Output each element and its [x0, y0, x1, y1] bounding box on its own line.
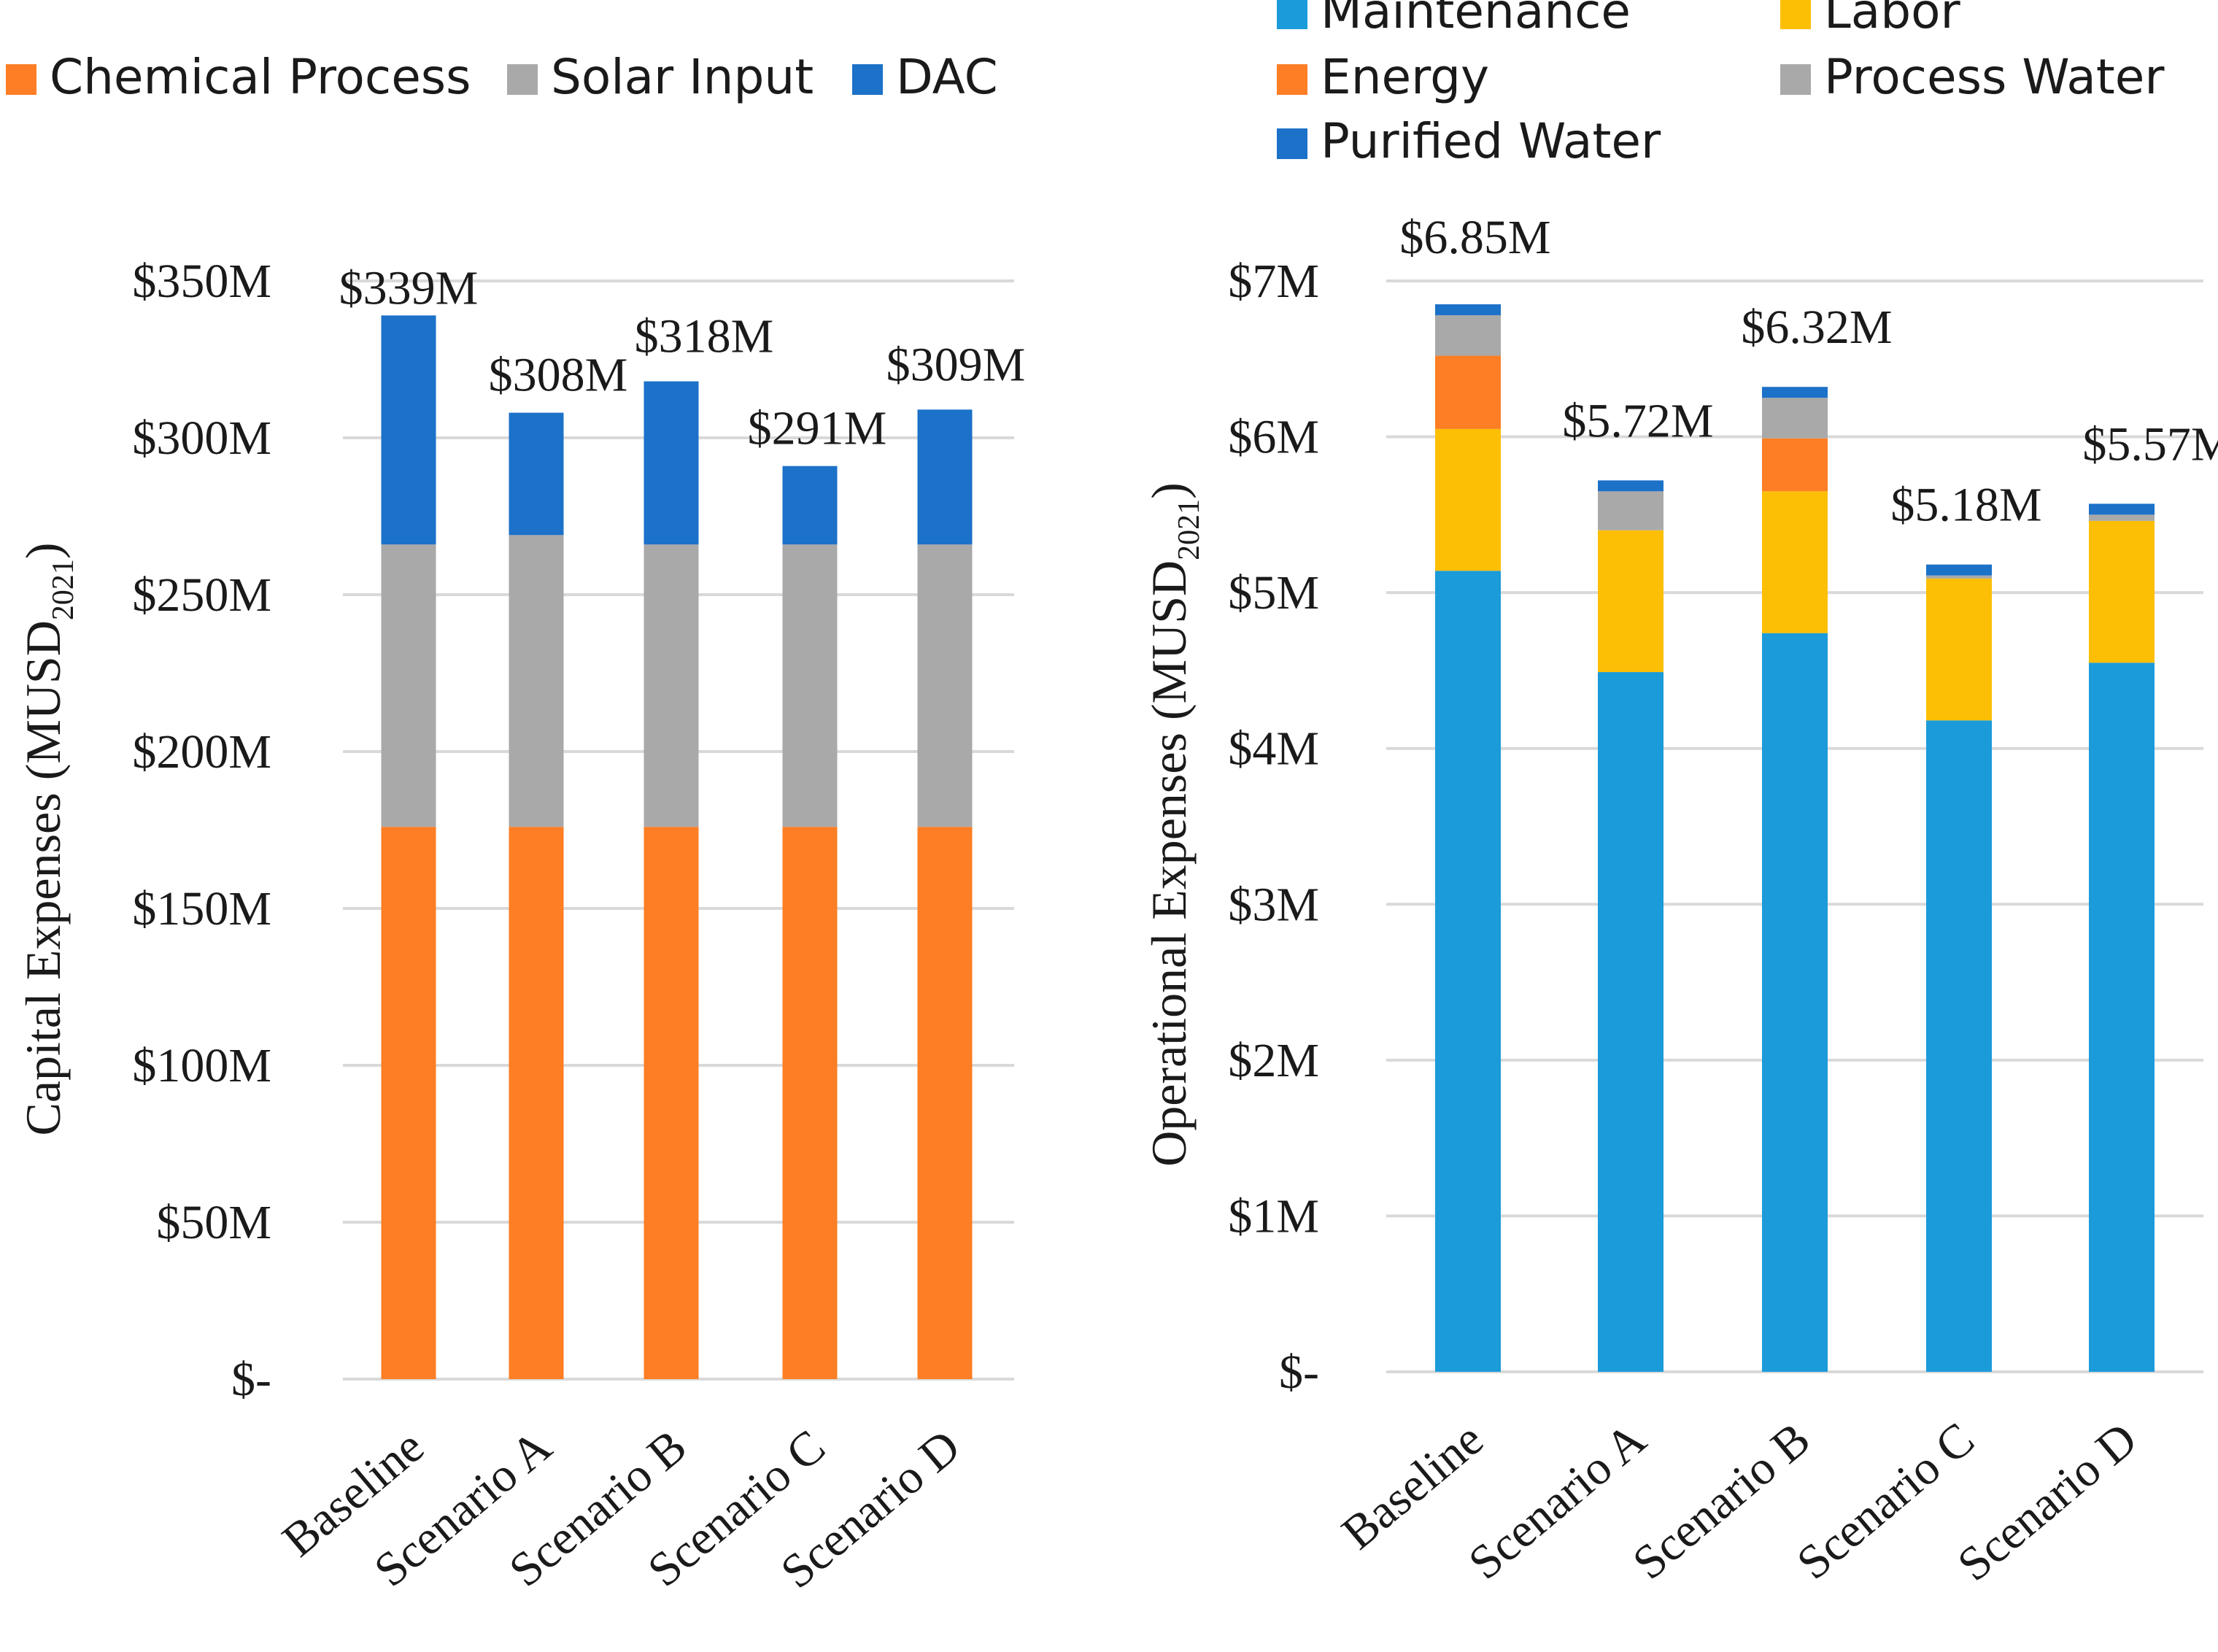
total-label: $6.32M [1741, 301, 1892, 354]
bar-segment-maintenance [2089, 663, 2155, 1372]
bar-segment-purified-water [1598, 480, 1664, 492]
y-tick-label: $6M [1228, 411, 1319, 464]
bar-segment-process-water [1435, 314, 1501, 356]
y-tick-label: $5M [1228, 566, 1319, 620]
y-tick-label: $3M [1228, 878, 1319, 931]
total-label: $5.72M [1562, 394, 1713, 447]
bar-segment-chemical-process [644, 827, 699, 1379]
bar-segment-chemical-process [782, 827, 838, 1379]
bar-segment-solar-input [381, 544, 436, 827]
y-tick-label: $200M [132, 725, 271, 779]
bar-segment-labor [2089, 520, 2155, 663]
total-label: $318M [635, 310, 774, 363]
bar-segment-purified-water [1762, 387, 1828, 398]
y-tick-label: $2M [1228, 1034, 1319, 1087]
bar-segment-energy [1762, 438, 1828, 492]
x-tick-label: Scenario B [1623, 1413, 1820, 1590]
bar-segment-solar-input [782, 544, 838, 827]
legend-swatch-process-water [1780, 64, 1811, 95]
legend-label: Labor [1824, 0, 1960, 39]
bar-segment-energy [1435, 355, 1501, 429]
bar-segment-solar-input [917, 544, 973, 827]
total-label: $6.85M [1399, 211, 1550, 264]
total-label: $309M [886, 338, 1026, 391]
bar-segment-maintenance [1762, 633, 1828, 1372]
y-tick-label: $4M [1228, 722, 1319, 776]
bar-segment-chemical-process [381, 827, 436, 1379]
legend-label: Energy [1321, 49, 1489, 105]
total-label: $308M [489, 349, 628, 402]
total-label: $5.18M [1890, 479, 2041, 532]
x-tick-label: Scenario D [1948, 1413, 2147, 1592]
bar-segment-purified-water [1926, 564, 1992, 576]
bar-segment-dac [644, 381, 699, 545]
legend-label: Chemical Process [50, 49, 471, 105]
total-label: $291M [748, 402, 887, 455]
bar-segment-process-water [1598, 491, 1664, 530]
bar-segment-chemical-process [509, 827, 564, 1379]
bar-segment-solar-input [509, 535, 564, 827]
bar-segment-labor [1762, 491, 1828, 633]
y-axis-label-subscript: 2021 [47, 559, 80, 620]
bar-segment-labor [1598, 530, 1664, 673]
bar-segment-labor [1926, 578, 1992, 721]
y-tick-label: $350M [132, 255, 271, 308]
opex-chart: $- $1M $2M $3M $4M $5M $6M $7M Operational Expen… [1141, 0, 2218, 1591]
legend-label: Maintenance [1321, 0, 1631, 39]
y-tick-label: $100M [132, 1039, 271, 1092]
legend-swatch-labor [1780, 0, 1811, 29]
legend-swatch-energy [1277, 64, 1307, 95]
y-axis-label: Capital Expenses (MUSD2021) [15, 542, 80, 1135]
y-tick-label: $7M [1228, 255, 1319, 308]
y-axis-label-suffix: ) [1141, 482, 1197, 499]
total-label: $5.57M [2082, 417, 2218, 471]
bar-segment-process-water [1762, 398, 1828, 439]
bar-segment-process-water [2089, 514, 2155, 521]
x-tick-label: Scenario C [1787, 1413, 1984, 1590]
y-tick-label: $50M [156, 1196, 271, 1249]
total-label: $339M [339, 261, 479, 314]
legend-label: Purified Water [1321, 113, 1661, 169]
y-axis-label: Operational Expenses (MUSD2021) [1141, 482, 1206, 1167]
y-axis-label-text: Capital Expenses (MUSD [15, 620, 71, 1135]
legend-swatch-solar-input [507, 64, 538, 95]
legend-label: DAC [896, 49, 998, 105]
capex-chart: $- $50M $100M $150M $200M $250M $300M $350M Capi… [6, 49, 1025, 1599]
bar-segment-chemical-process [917, 827, 973, 1379]
bar-segment-labor [1435, 428, 1501, 571]
y-tick-label: $- [231, 1353, 271, 1406]
y-tick-label: $150M [132, 882, 271, 935]
bar-segment-process-water [1926, 575, 1992, 579]
legend-label: Process Water [1824, 49, 2165, 105]
x-tick-label: Scenario A [1458, 1412, 1655, 1589]
legend-swatch-dac [852, 64, 883, 95]
legend-label: Solar Input [551, 49, 814, 105]
bar-segment-dac [381, 315, 436, 545]
y-tick-label: $- [1279, 1346, 1319, 1399]
y-tick-label: $1M [1228, 1189, 1319, 1243]
bar-segment-dac [509, 412, 564, 536]
y-axis-label-text: Operational Expenses (MUSD [1141, 560, 1197, 1167]
bar-segment-maintenance [1435, 571, 1501, 1372]
bar-segment-maintenance [1926, 720, 1992, 1372]
bar-segment-purified-water [1435, 304, 1501, 315]
bar-segment-dac [782, 466, 838, 545]
x-tick-label: Baseline [1332, 1413, 1494, 1560]
bar-segment-solar-input [644, 544, 699, 827]
y-tick-label: $300M [132, 412, 271, 465]
bar-segment-maintenance [1598, 672, 1664, 1372]
y-tick-label: $250M [132, 568, 271, 622]
legend-swatch-purified-water [1277, 128, 1307, 159]
legend-swatch-chemical-process [6, 64, 36, 95]
y-axis-label-suffix: ) [15, 542, 71, 559]
bar-segment-dac [917, 409, 973, 545]
bar-segment-purified-water [2089, 503, 2155, 515]
legend-swatch-maintenance [1277, 0, 1307, 29]
y-axis-label-subscript: 2021 [1172, 499, 1206, 560]
